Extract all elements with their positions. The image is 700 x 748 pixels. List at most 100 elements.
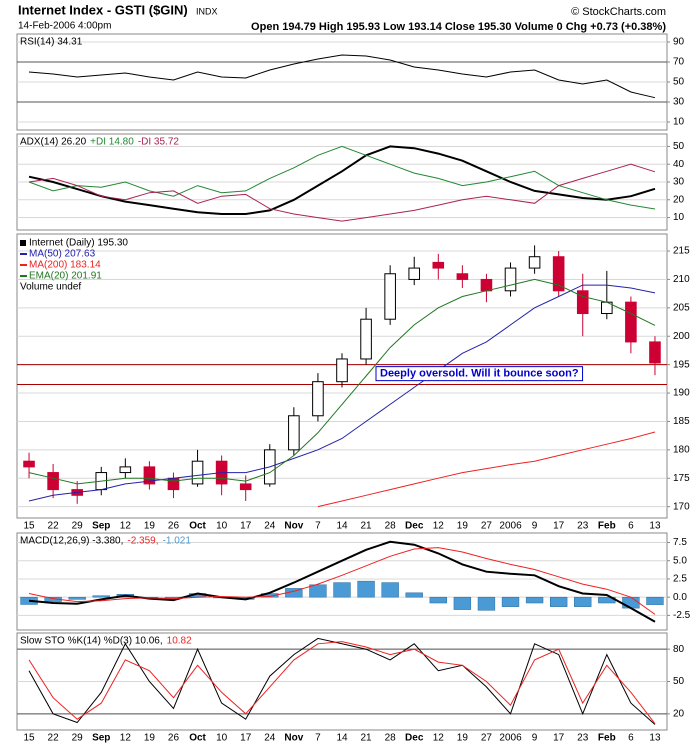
x-tick-label: Nov [284,521,303,532]
histogram-bar [68,596,86,600]
candle-body [552,256,565,292]
x-tick-label: 19 [144,733,156,744]
y-tick-label: -2.5 [673,610,691,621]
candle-body [312,381,324,417]
histogram-bar [574,596,592,607]
histogram-bar [429,596,447,604]
y-tick-label: 20 [673,708,685,719]
x-tick-label: 7 [315,733,321,744]
histogram-bar [501,596,520,607]
chart-title: Internet Index - GSTI ($GIN) [18,2,188,17]
plot [28,54,656,99]
x-tick-label: 19 [457,733,469,744]
candle-body [23,460,35,468]
y-tick-label: 2.5 [673,574,687,585]
legend-label: -2.359, [127,536,158,547]
plot [20,540,664,623]
x-tick-label: 17 [240,733,252,744]
y-tick-label: 10 [673,117,685,128]
exchange: INDX [196,6,218,16]
y-tick-label: 50 [673,77,685,88]
histogram-bar [405,592,423,598]
histogram-bar [309,584,327,598]
x-tick-label: 22 [48,733,60,744]
y-tick-label: 70 [673,57,685,68]
x-tick-label: Dec [405,521,424,532]
legend-label: +DI 14.80 [90,137,134,148]
x-tick-label: 12 [120,733,132,744]
x-tick-label: 15 [23,521,35,532]
candle-body [384,273,396,320]
candle-body [191,460,204,485]
candle-body [408,267,421,280]
y-tick-label: 200 [673,331,690,342]
annotation: Deeply oversold. Will it bounce soon? [380,368,579,380]
x-tick-label: 27 [481,521,493,532]
legend-label: MACD(12,26,9) -3.380, [20,536,123,547]
series-line [28,547,656,615]
candle-body [504,267,517,292]
y-tick-label: 205 [673,302,690,313]
y-tick-label: 10 [673,212,685,223]
x-tick-label: Dec [405,733,424,744]
x-tick-label: 29 [72,521,84,532]
series-line [28,278,656,485]
legend-label: -DI 35.72 [138,137,180,148]
x-tick-label: 17 [240,521,252,532]
plot [28,637,656,725]
x-tick-label: 28 [385,521,397,532]
y-tick-label: 7.5 [673,537,687,548]
x-tick-label: 17 [553,733,565,744]
x-tick-label: 22 [48,521,60,532]
datetime: 14-Feb-2006 4:00pm [18,21,111,32]
x-tick-label: 24 [264,521,276,532]
x-tick-label: 19 [457,521,469,532]
x-tick-label: 17 [553,521,565,532]
candle-body [649,341,661,364]
candle-body [288,415,300,451]
y-tick-label: 30 [673,97,685,108]
y-tick-label: 50 [673,676,685,687]
y-tick-label: 50 [673,141,685,152]
x-tick-label: 24 [264,733,276,744]
annotation-box [375,366,584,382]
histogram-bar [333,582,351,598]
x-tick-label: Feb [598,521,616,532]
candle-body [360,318,372,360]
candle-body [528,256,541,269]
legend-label: Internet (Daily) 195.30 [29,238,128,249]
y-tick-label: 20 [673,194,685,205]
x-tick-label: 14 [336,733,348,744]
x-tick-label: 9 [532,733,538,744]
y-tick-label: 0.0 [673,592,687,603]
y-tick-label: 5.0 [673,555,687,566]
legend-label: Slow STO %K(14) %D(3) 10.06, [20,636,163,647]
histogram-bar [525,596,544,604]
series-line [28,145,656,215]
x-tick-label: 14 [336,521,348,532]
y-tick-label: 90 [673,37,685,48]
x-tick-label: 12 [433,733,445,744]
candle-body [576,290,589,315]
x-tick-label: Feb [598,733,616,744]
x-tick-label: 13 [649,733,661,744]
histogram-bar [646,596,664,605]
candle-body [432,261,445,269]
histogram-bar [549,596,568,607]
series-line [28,637,656,725]
candle-body [456,273,469,280]
series-line [28,641,656,725]
series-line [28,145,656,210]
x-tick-label: 19 [144,521,156,532]
y-tick-label: 195 [673,359,690,370]
x-tick-label: 13 [649,521,661,532]
x-tick-label: 6 [628,521,634,532]
x-tick-label: 12 [120,521,132,532]
quote: Open 194.79 High 195.93 Low 193.14 Close… [251,21,666,33]
legend-swatch [20,240,26,246]
x-tick-label: 23 [577,521,589,532]
legend-label: EMA(20) 201.91 [29,271,102,282]
candle-body [480,278,493,292]
histogram-bar [477,596,496,611]
x-tick-label: Oct [189,521,206,532]
